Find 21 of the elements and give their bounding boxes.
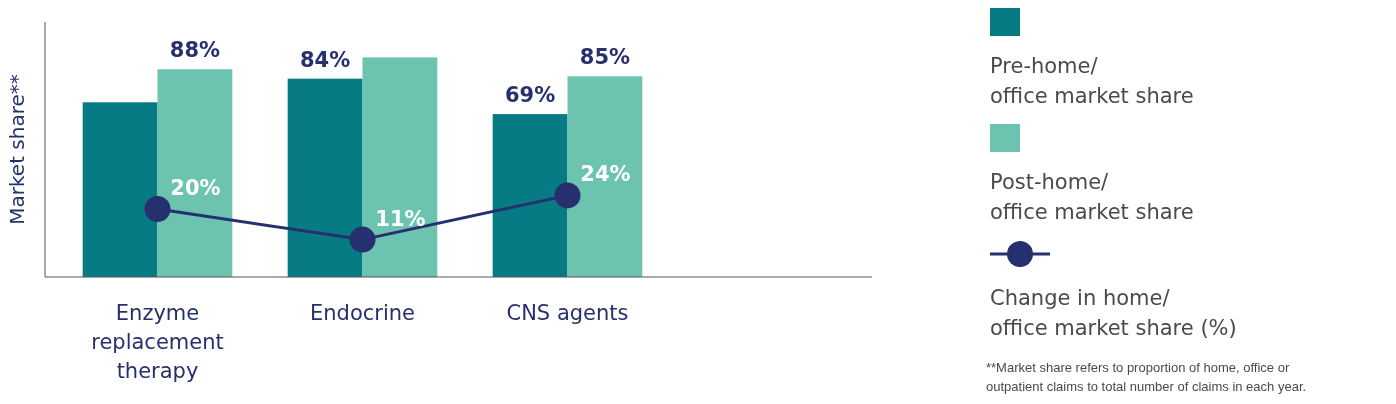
data-label: 24% [580,162,631,187]
data-label: 11% [375,206,426,231]
text: **Market share refers to proportion of home, office or outpatient claims to total number of claims in each year. [986,360,1307,394]
bar [567,76,643,277]
legend-label: Pre-home/ office market share [990,54,1194,108]
data-label: 88% [169,38,221,63]
bar [362,57,438,277]
data-label: 85% [579,45,631,70]
bar [82,102,158,277]
data-label: 84% [299,47,351,72]
legend-label: Change in home/ office market share (%) [990,286,1237,340]
bar [157,69,233,277]
bar [492,114,568,277]
data-label: 20% [170,176,221,200]
x-tick-label: CNS agents [506,301,629,325]
x-tick-label: Endocrine [310,301,415,325]
bar [287,78,363,277]
x-tick-label: Enzyme replacement therapy [91,301,224,383]
legend-label: Post-home/ office market share [990,170,1194,224]
data-label: 69% [504,83,556,108]
y-axis-title: Market share** [5,74,29,225]
